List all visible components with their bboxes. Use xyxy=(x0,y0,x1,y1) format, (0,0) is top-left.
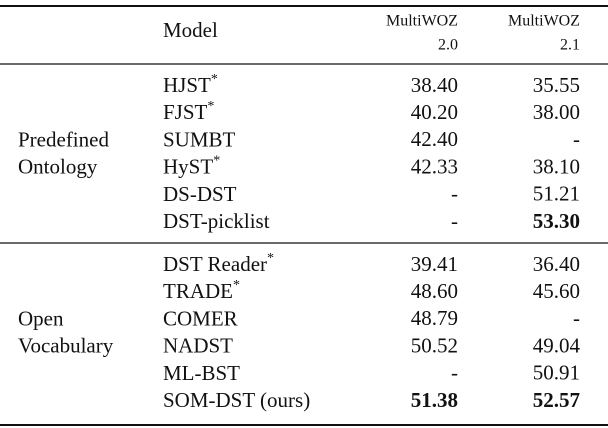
model-name: SOM-DST (ours) xyxy=(163,388,310,412)
score: 52.57 xyxy=(533,388,580,412)
group-label: Ontology xyxy=(18,154,98,178)
score: 45.60 xyxy=(533,279,580,303)
score: 48.79 xyxy=(411,306,458,330)
score: 39.41 xyxy=(411,252,458,276)
model-text: DST Reader xyxy=(163,252,267,276)
model-text: NADST xyxy=(163,333,233,357)
model-mark: * xyxy=(233,278,240,293)
model-text: HyST xyxy=(163,154,213,178)
score: 38.40 xyxy=(411,73,458,97)
model-name: NADST xyxy=(163,333,233,357)
model-text: FJST xyxy=(163,100,208,124)
score: - xyxy=(451,209,458,233)
model-name: FJST* xyxy=(163,99,214,124)
score: 40.20 xyxy=(411,100,458,124)
model-text: DS-DST xyxy=(163,182,237,206)
score: - xyxy=(451,182,458,206)
model-text: TRADE xyxy=(163,279,233,303)
score: 42.40 xyxy=(411,127,458,151)
model-mark: * xyxy=(213,154,220,169)
column-version: 2.0 xyxy=(438,37,458,54)
score: 48.60 xyxy=(411,279,458,303)
column-name: MultiWOZ xyxy=(508,13,580,30)
model-name: HyST* xyxy=(163,154,220,179)
model-text: SOM-DST (ours) xyxy=(163,388,310,412)
model-name: COMER xyxy=(163,306,238,330)
header-model: Model xyxy=(163,18,218,42)
score: 35.55 xyxy=(533,73,580,97)
model-mark: * xyxy=(267,251,274,266)
model-mark: * xyxy=(207,99,214,114)
model-mark: * xyxy=(211,72,218,87)
model-text: ML-BST xyxy=(163,361,240,385)
score: 50.52 xyxy=(411,333,458,357)
score: - xyxy=(451,361,458,385)
score: 50.91 xyxy=(533,361,580,385)
score: 38.10 xyxy=(533,154,580,178)
group-label: Predefined xyxy=(18,127,109,151)
model-text: COMER xyxy=(163,306,238,330)
model-name: ML-BST xyxy=(163,361,240,385)
score: - xyxy=(573,127,580,151)
score: 49.04 xyxy=(533,333,581,357)
model-name: HJST* xyxy=(163,72,218,97)
model-name: TRADE* xyxy=(163,278,240,303)
score: - xyxy=(573,306,580,330)
score: 51.21 xyxy=(533,182,580,206)
model-name: DS-DST xyxy=(163,182,237,206)
model-text: DST-picklist xyxy=(163,209,270,233)
score: 36.40 xyxy=(533,252,580,276)
column-name: MultiWOZ xyxy=(386,13,458,30)
model-name: SUMBT xyxy=(163,127,236,151)
model-name: DST Reader* xyxy=(163,251,274,276)
group-label: Vocabulary xyxy=(18,333,114,357)
score: 38.00 xyxy=(533,100,580,124)
score: 53.30 xyxy=(533,209,580,233)
column-version: 2.1 xyxy=(560,37,580,54)
score: 42.33 xyxy=(411,154,458,178)
group-label: Open xyxy=(18,306,64,330)
score: 51.38 xyxy=(411,388,458,412)
model-text: HJST xyxy=(163,73,211,97)
model-text: SUMBT xyxy=(163,127,236,151)
model-name: DST-picklist xyxy=(163,209,270,233)
